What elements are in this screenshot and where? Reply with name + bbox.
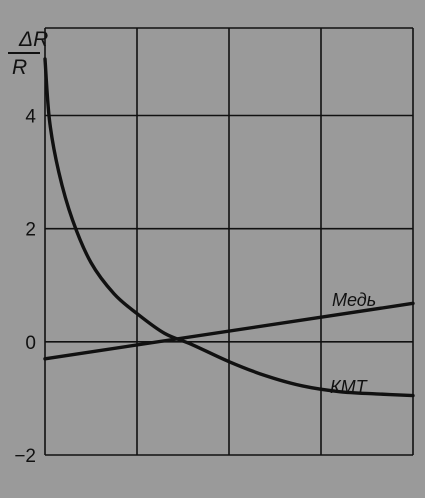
- y-axis-label-top: ΔR: [18, 28, 48, 51]
- y-axis-label-bottom: R: [12, 56, 27, 79]
- series-lines: [43, 57, 415, 398]
- y-tick-label: 2: [25, 220, 36, 241]
- series-label-kmt: КМТ: [330, 377, 369, 397]
- series-label-copper: Медь: [332, 290, 376, 310]
- series-line-copper: [43, 301, 415, 361]
- y-tick-label: −2: [14, 446, 36, 467]
- y-tick-labels: 4 2 0 −2: [14, 107, 36, 467]
- y-axis-label: ΔR R: [8, 28, 48, 79]
- grid: [44, 27, 414, 456]
- y-tick-label: 0: [25, 333, 36, 354]
- series-line-kmt: [43, 57, 415, 398]
- y-tick-label: 4: [25, 107, 36, 128]
